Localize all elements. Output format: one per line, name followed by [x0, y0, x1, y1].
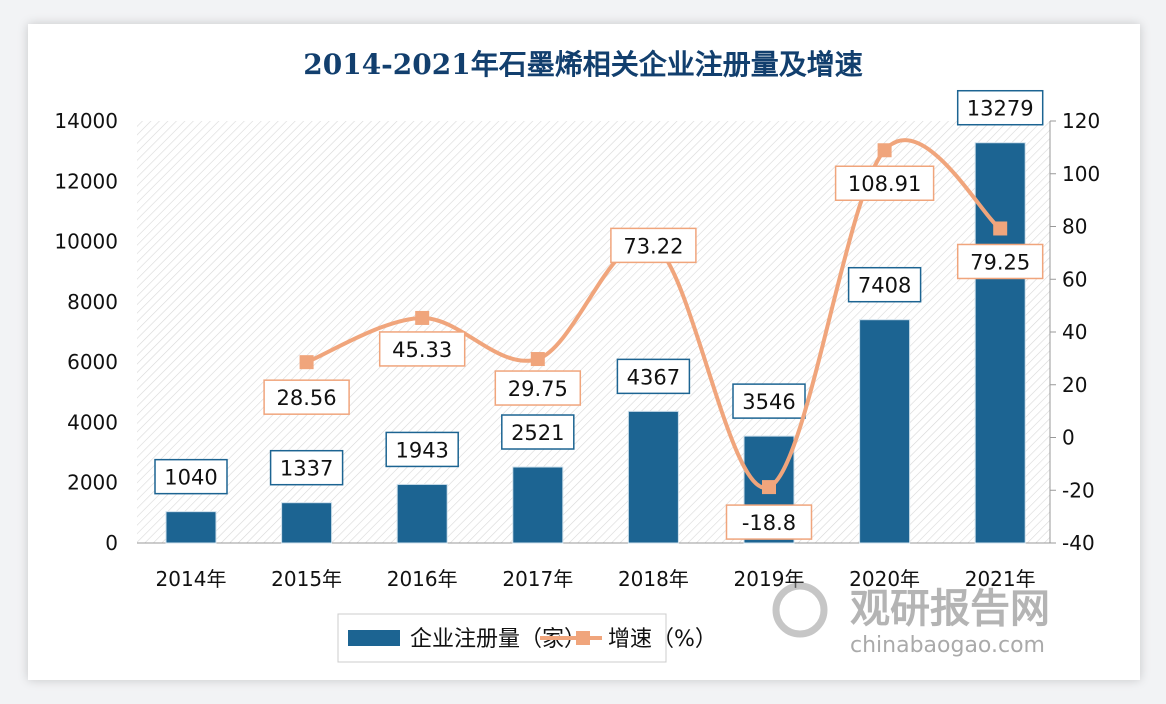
bar-data-label: 1943 [395, 438, 448, 462]
bar [974, 142, 1026, 544]
bar-data-label: 1040 [164, 466, 217, 490]
growth-data-label: 79.25 [970, 250, 1030, 274]
growth-label-box [956, 243, 1044, 280]
bar-label-box [847, 266, 922, 303]
bar-label-box [732, 383, 806, 419]
bar-label-box [269, 449, 344, 486]
growth-data-label: -18.8 [742, 511, 796, 535]
bar [627, 410, 679, 544]
bar-data-label: 13279 [967, 97, 1034, 121]
growth-label-box [610, 227, 697, 264]
right-tick-label: 60 [1062, 267, 1087, 291]
legend-line-label: 增速（%） [608, 627, 717, 652]
bar-data-label: 7408 [858, 274, 911, 298]
bar-label-box [385, 431, 459, 468]
growth-data-label: 28.56 [277, 386, 337, 410]
growth-label-box [378, 331, 466, 367]
legend-bar-swatch [348, 630, 400, 646]
growth-data-label: 73.22 [623, 234, 683, 258]
right-tick-label: -40 [1062, 531, 1095, 555]
x-tick-label: 2014年 [156, 567, 227, 591]
left-tick-label: 8000 [67, 290, 118, 314]
growth-data-label: 29.75 [508, 377, 568, 401]
bar-label-box [154, 458, 228, 495]
left-tick-label: 4000 [67, 410, 118, 434]
x-tick-label: 2018年 [618, 567, 689, 591]
right-tick-label: 0 [1062, 426, 1075, 450]
growth-label-box [834, 165, 935, 201]
left-tick-label: 12000 [54, 169, 118, 193]
bar [165, 511, 217, 544]
bar-data-label: 3546 [742, 390, 795, 414]
watermark: 观研报告网 chinabaogao.com [772, 582, 1050, 658]
growth-label-box [494, 370, 582, 406]
left-tick-label: 2000 [67, 471, 118, 495]
x-tick-label: 2016年 [387, 567, 458, 591]
bar-label-box [501, 414, 575, 450]
bar-data-label: 4367 [627, 365, 680, 389]
right-tick-label: 40 [1062, 320, 1087, 344]
growth-marker [415, 310, 430, 325]
bar-data-label: 1337 [280, 457, 333, 481]
growth-marker [530, 352, 545, 367]
growth-marker [762, 480, 776, 495]
x-tick-label: 2020年 [849, 567, 920, 591]
growth-data-label: 108.91 [848, 172, 921, 196]
legend-line-marker [576, 631, 590, 645]
growth-data-label: 45.33 [392, 338, 452, 362]
bar [859, 319, 911, 544]
right-tick-label: 20 [1062, 373, 1087, 397]
growth-marker [299, 355, 314, 370]
legend: 企业注册量（家） 增速（%） [337, 613, 717, 663]
svg-text:观研报告网: 观研报告网 [850, 586, 1050, 632]
left-tick-label: 0 [105, 531, 118, 555]
bar [396, 483, 448, 544]
bar-label-box [616, 358, 691, 395]
x-tick-label: 2021年 [965, 567, 1036, 591]
bar [512, 466, 564, 544]
right-tick-label: 120 [1062, 109, 1100, 133]
bar [281, 502, 333, 544]
left-tick-label: 6000 [67, 350, 118, 374]
x-tick-label: 2015年 [271, 567, 342, 591]
right-tick-label: 80 [1062, 215, 1087, 239]
x-tick-label: 2017年 [502, 567, 573, 591]
bar-data-label: 2521 [511, 421, 564, 445]
growth-marker [877, 143, 892, 158]
left-tick-label: 10000 [54, 230, 118, 254]
right-tick-label: 100 [1062, 162, 1100, 186]
left-tick-label: 14000 [54, 109, 118, 133]
growth-label-box [725, 504, 813, 540]
growth-label-box [263, 379, 350, 415]
growth-marker [993, 221, 1008, 236]
svg-text:chinabaogao.com: chinabaogao.com [850, 633, 1045, 658]
chart-title: 2014-2021年石墨烯相关企业注册量及增速 [303, 48, 862, 81]
right-tick-label: -20 [1062, 478, 1095, 502]
bar-label-box [956, 89, 1044, 126]
